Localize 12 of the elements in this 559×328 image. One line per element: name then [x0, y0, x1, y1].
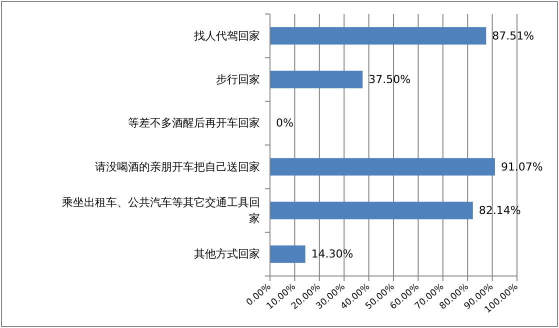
y-tick-label: 乘坐出租车、公共汽车等其它交通工具回家	[62, 196, 260, 225]
y-tick-label: 请没喝酒的亲朋开车把自己送回家	[95, 160, 260, 174]
data-label: 82.14%	[478, 204, 521, 217]
y-tick-label: 等差不多酒醒后再开车回家	[128, 116, 260, 130]
data-label: 14.30%	[311, 248, 354, 261]
data-label: 0%	[276, 116, 294, 130]
y-tick-label: 找人代驾回家	[193, 29, 260, 42]
data-label: 37.50%	[368, 73, 411, 86]
data-label: 87.51%	[492, 29, 534, 42]
y-tick-label: 步行回家	[216, 73, 260, 86]
data-label: 91.07%	[500, 160, 543, 174]
y-tick-label: 其他方式回家	[194, 248, 260, 261]
